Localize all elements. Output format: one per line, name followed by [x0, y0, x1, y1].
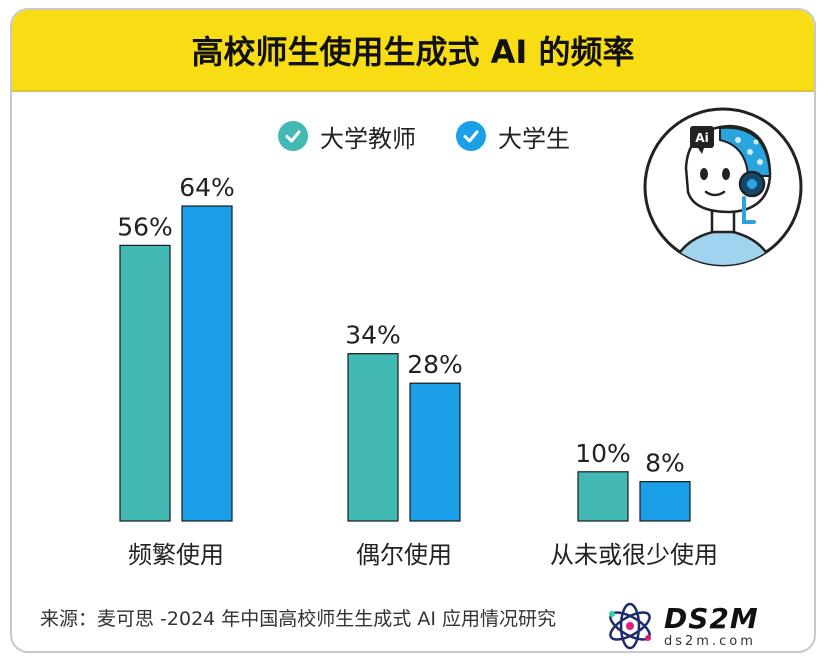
data-label: 8%: [645, 449, 685, 478]
legend: 大学教师 大学生: [278, 116, 610, 156]
legend-label: 大学教师: [320, 124, 416, 153]
data-label: 64%: [179, 173, 235, 202]
site-watermark: DS2M ds2m.com: [604, 598, 818, 654]
watermark-site: ds2m.com: [664, 633, 756, 649]
bar-teachers-1: [119, 244, 171, 522]
bar-chart: 56%64% 频繁使用 34%28% 偶尔使用 10% 8% 从未或很少使用: [117, 173, 718, 569]
title-banner: 高校师生使用生成式 AI 的频率: [12, 10, 814, 92]
data-label: 28%: [407, 350, 463, 379]
atom-logo-icon: [609, 602, 651, 650]
ai-badge-label: Ai: [695, 131, 708, 145]
check-icon: [278, 121, 308, 151]
robot-illustration: Ai: [642, 106, 804, 272]
bar-teachers-2: [347, 353, 399, 522]
check-icon: [456, 121, 486, 151]
category-label: 从未或很少使用: [550, 541, 718, 569]
bar-students-2: [409, 382, 461, 522]
data-label: 10%: [575, 439, 631, 468]
source-note: 来源：麦可思 -2024 年中国高校师生生成式 AI 应用情况研究: [40, 608, 556, 630]
category-label: 偶尔使用: [356, 541, 452, 569]
bar-students-1: [181, 205, 233, 522]
data-label: 56%: [117, 212, 173, 241]
bar-students-3: [639, 481, 691, 522]
bar-teachers-3: [577, 471, 629, 522]
legend-item-teachers: 大学教师: [278, 119, 416, 154]
ai-badge-icon: [690, 126, 714, 148]
watermark-brand: DS2M: [664, 601, 759, 635]
legend-item-students: 大学生: [456, 119, 570, 154]
data-label: 34%: [345, 321, 401, 350]
legend-label: 大学生: [498, 124, 570, 153]
chart-title: 高校师生使用生成式 AI 的频率: [191, 33, 635, 71]
category-label: 频繁使用: [128, 541, 224, 569]
